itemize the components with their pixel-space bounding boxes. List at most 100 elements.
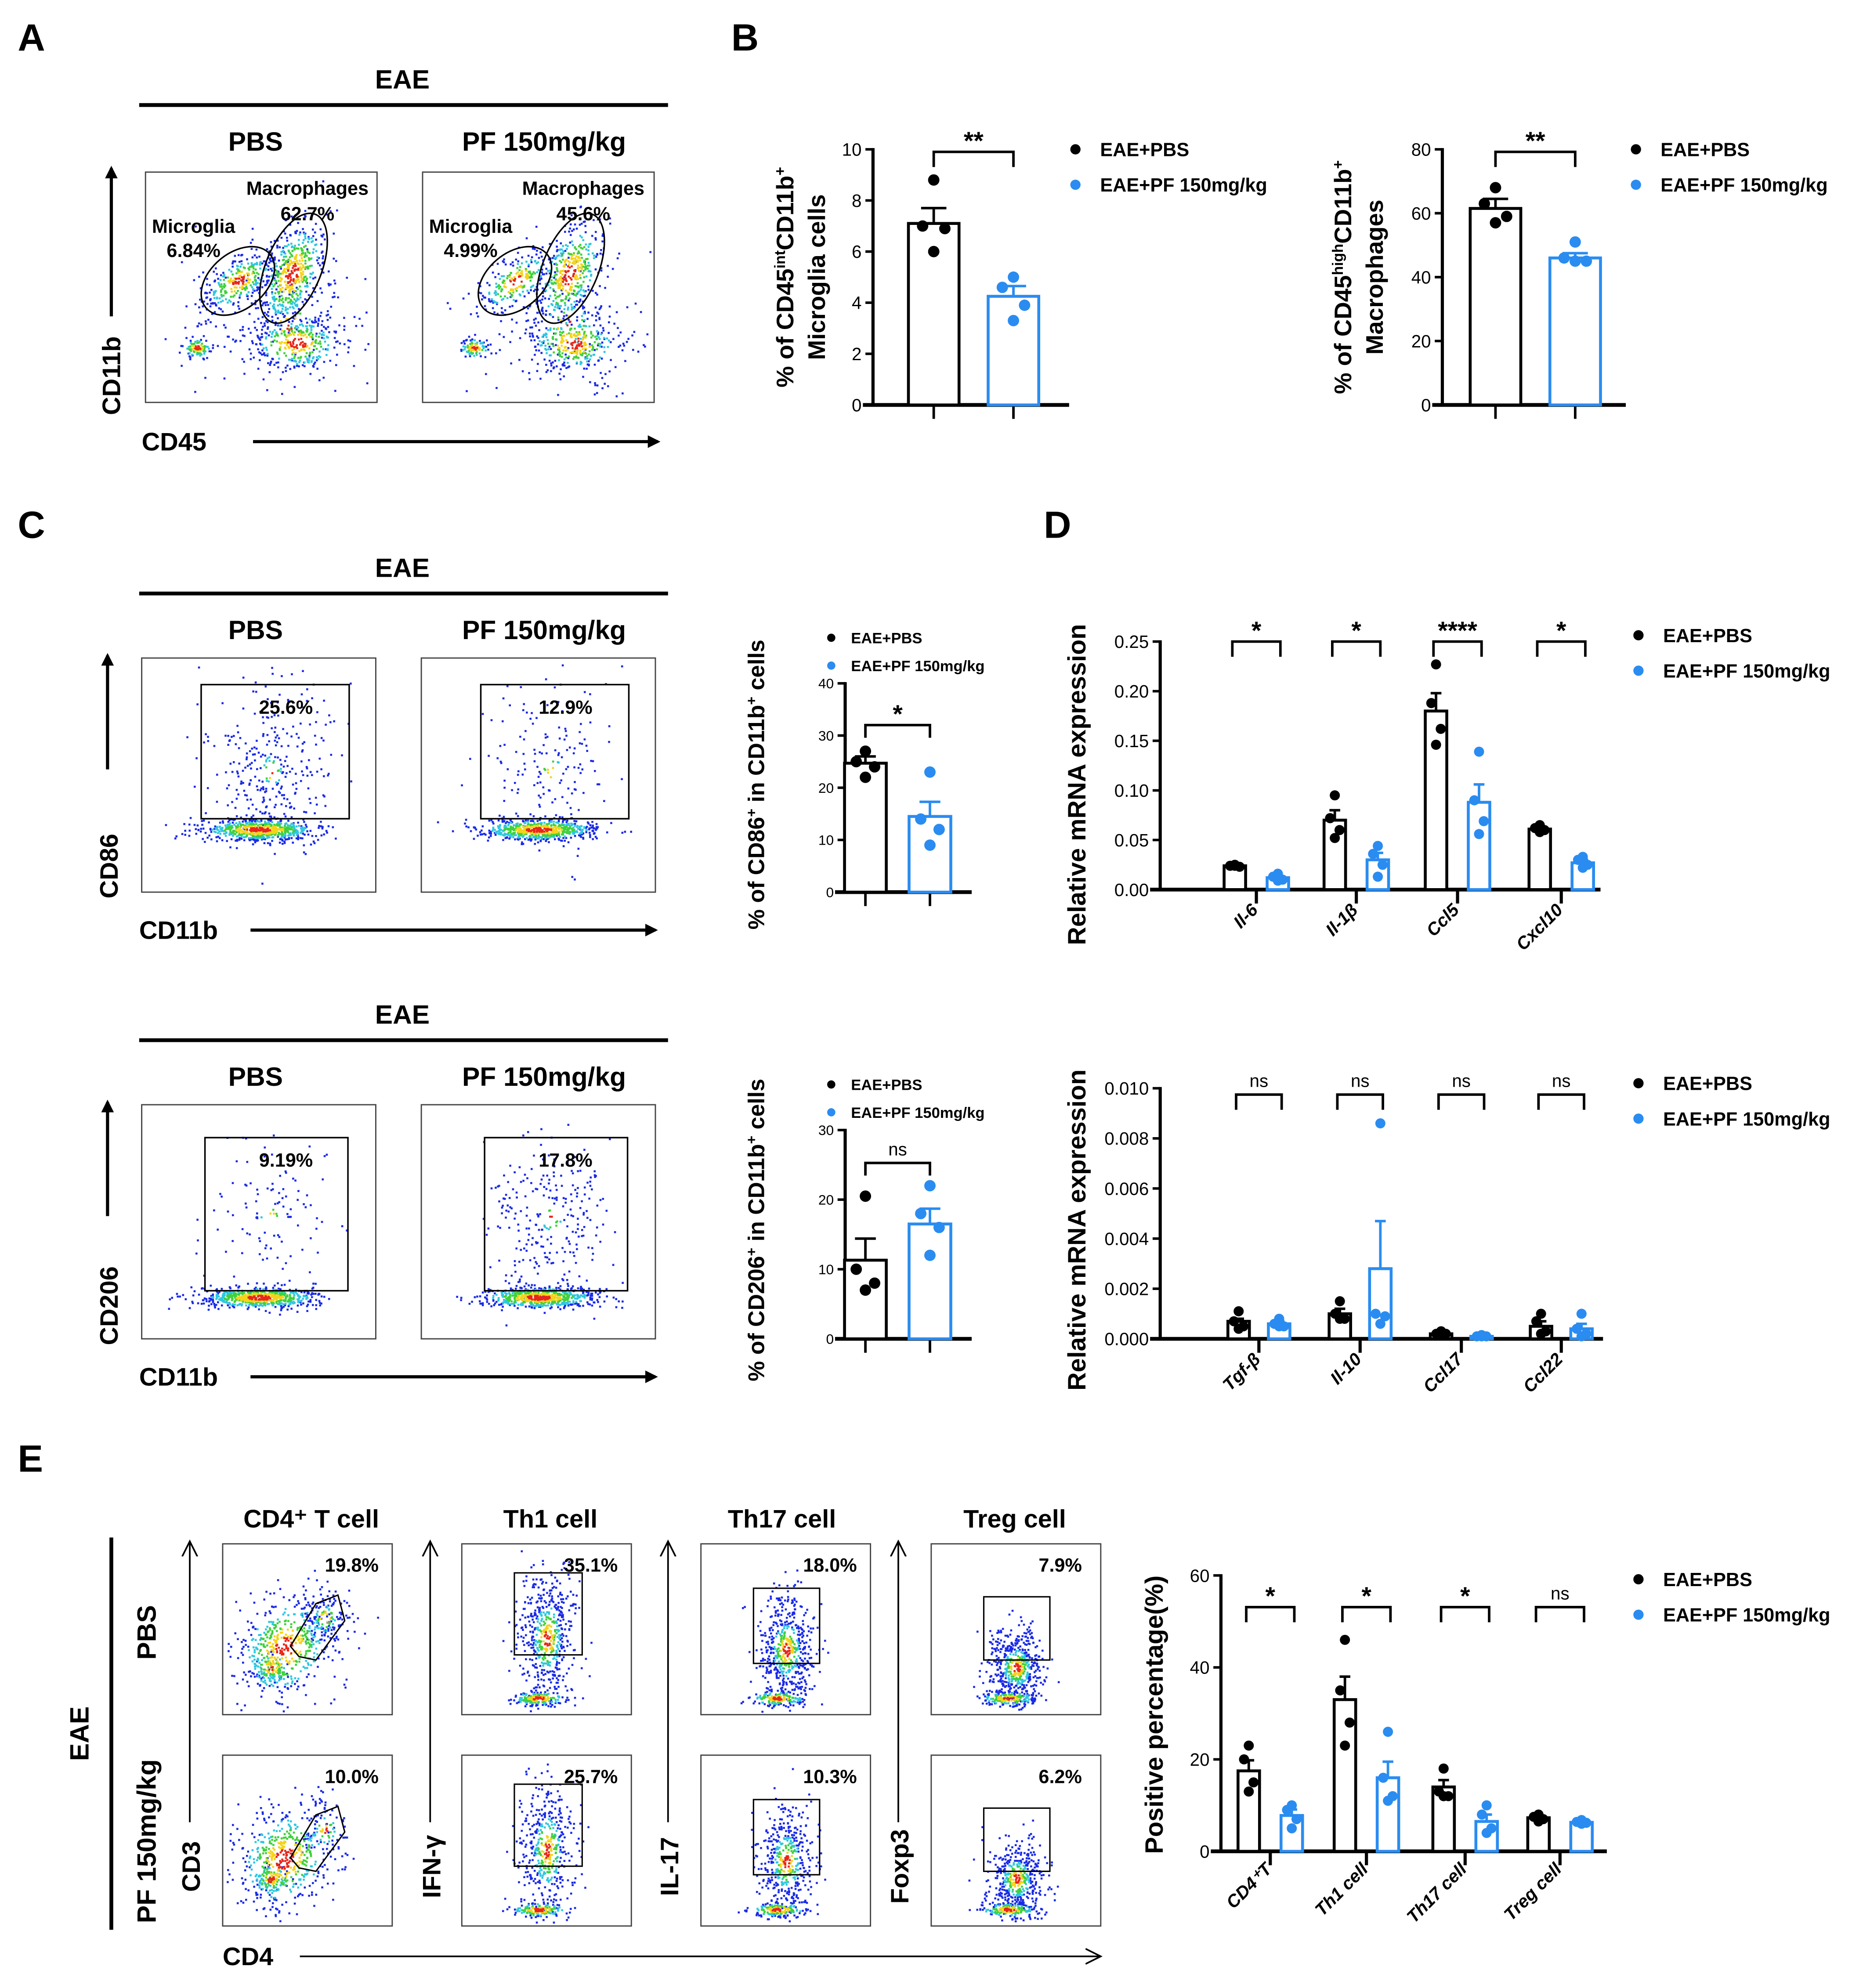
flow-event — [512, 283, 515, 286]
flow-event — [566, 749, 568, 751]
flow-event — [284, 245, 286, 247]
flow-event — [182, 1294, 184, 1296]
flow-event — [316, 770, 318, 773]
flow-event — [562, 349, 564, 352]
flow-event — [560, 242, 562, 245]
flow-event — [226, 824, 229, 826]
flow-event — [561, 293, 564, 295]
flow-event — [239, 827, 241, 829]
flow-event — [562, 245, 564, 247]
flow-event — [265, 1244, 268, 1247]
flow-event — [327, 773, 330, 775]
flow-event — [248, 824, 251, 826]
flow-event — [288, 347, 290, 349]
flow-event — [570, 278, 573, 281]
flow-event — [228, 299, 231, 302]
flow-event — [311, 774, 313, 776]
flow-event — [557, 752, 560, 755]
flow-event — [311, 1287, 314, 1290]
flow-event — [535, 253, 538, 256]
flow-event — [527, 839, 530, 841]
flow-event — [573, 289, 575, 292]
flow-event — [319, 1304, 322, 1307]
flow-event — [273, 303, 275, 306]
flow-event — [311, 336, 314, 339]
flow-event — [556, 280, 558, 282]
flow-event — [282, 290, 285, 293]
flow-event — [300, 338, 303, 340]
flow-event — [547, 343, 550, 345]
flow-event — [228, 784, 230, 786]
flow-event — [237, 269, 239, 272]
flow-event — [594, 384, 597, 387]
flow-event — [307, 1300, 310, 1303]
flow-event — [288, 834, 291, 836]
flow-event — [202, 838, 204, 840]
flow-event — [307, 833, 310, 836]
flow-event — [314, 244, 316, 246]
flow-event — [256, 1282, 258, 1284]
flow-event — [553, 263, 556, 265]
flow-event — [232, 279, 235, 282]
flow-event — [324, 340, 326, 343]
flow-event — [278, 358, 280, 360]
flow-event — [333, 279, 336, 282]
flow-event — [266, 757, 269, 759]
flow-event — [270, 702, 272, 704]
flow-event — [593, 324, 595, 327]
flow-event — [321, 320, 324, 322]
flow-event — [254, 268, 257, 271]
flow-event — [583, 319, 586, 322]
flow-event — [522, 835, 525, 837]
flow-event — [545, 840, 547, 842]
flow-event — [240, 263, 243, 265]
flow-event — [250, 352, 252, 355]
flow-event — [568, 299, 570, 302]
flow-event — [570, 813, 572, 815]
flow-event — [320, 834, 323, 837]
flow-event — [571, 286, 573, 289]
flow-event — [210, 298, 212, 300]
flow-event — [195, 225, 197, 228]
flow-event — [574, 276, 576, 278]
flow-event — [323, 833, 325, 836]
flow-event — [274, 269, 277, 271]
flow-event — [576, 319, 578, 322]
flow-event — [530, 261, 533, 264]
flow-event — [300, 356, 302, 358]
flow-event — [241, 1303, 243, 1305]
flow-event — [608, 332, 610, 334]
flow-event — [505, 822, 507, 824]
flow-event — [600, 332, 603, 334]
flow-event — [312, 287, 315, 289]
flow-event — [499, 833, 502, 836]
flow-event — [323, 325, 325, 328]
flow-event — [559, 824, 562, 827]
flow-event — [579, 337, 582, 340]
flow-event — [275, 270, 278, 272]
flow-event — [285, 1298, 287, 1300]
flow-event — [333, 337, 336, 339]
flow-event — [593, 341, 596, 343]
flow-event — [560, 319, 562, 321]
flow-event — [306, 1194, 308, 1196]
flow-event — [223, 1294, 225, 1297]
flow-event — [571, 344, 574, 347]
flow-event — [492, 271, 494, 274]
flow-event — [492, 301, 495, 304]
flow-event — [575, 346, 578, 348]
flow-event — [307, 359, 309, 361]
flow-event — [553, 282, 556, 284]
flow-event — [282, 305, 284, 307]
flow-event — [269, 832, 271, 835]
flow-event — [217, 1292, 219, 1294]
flow-event — [274, 1203, 276, 1205]
flow-event — [282, 247, 284, 249]
flow-event — [297, 263, 300, 265]
flow-event — [279, 1175, 281, 1177]
flow-event — [315, 721, 317, 723]
flow-event — [246, 794, 248, 797]
flow-event — [563, 358, 566, 361]
flow-event — [305, 346, 307, 348]
flow-event — [569, 241, 571, 244]
